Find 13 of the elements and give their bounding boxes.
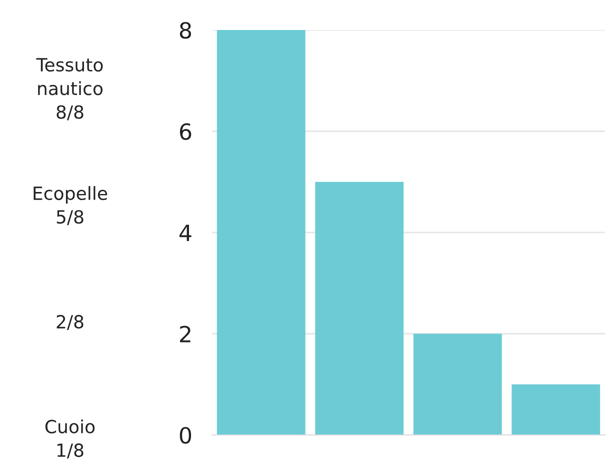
text: 2/8 [56,314,84,330]
text: Ecopelle 5/8 [34,186,108,226]
y-tick-label: 4 [180,224,192,241]
bar [512,384,600,435]
text: Tessuto nautico 8/8 [36,58,103,120]
text: Cuoio 1/8 [45,419,95,458]
bar [216,30,306,435]
bar [315,182,404,435]
y-tick-label: 0 [180,426,192,444]
bar [413,334,502,435]
y-tick-label: 2 [180,326,190,342]
y-tick-label: 8 [180,22,192,39]
y-tick-label: 6 [180,123,192,140]
